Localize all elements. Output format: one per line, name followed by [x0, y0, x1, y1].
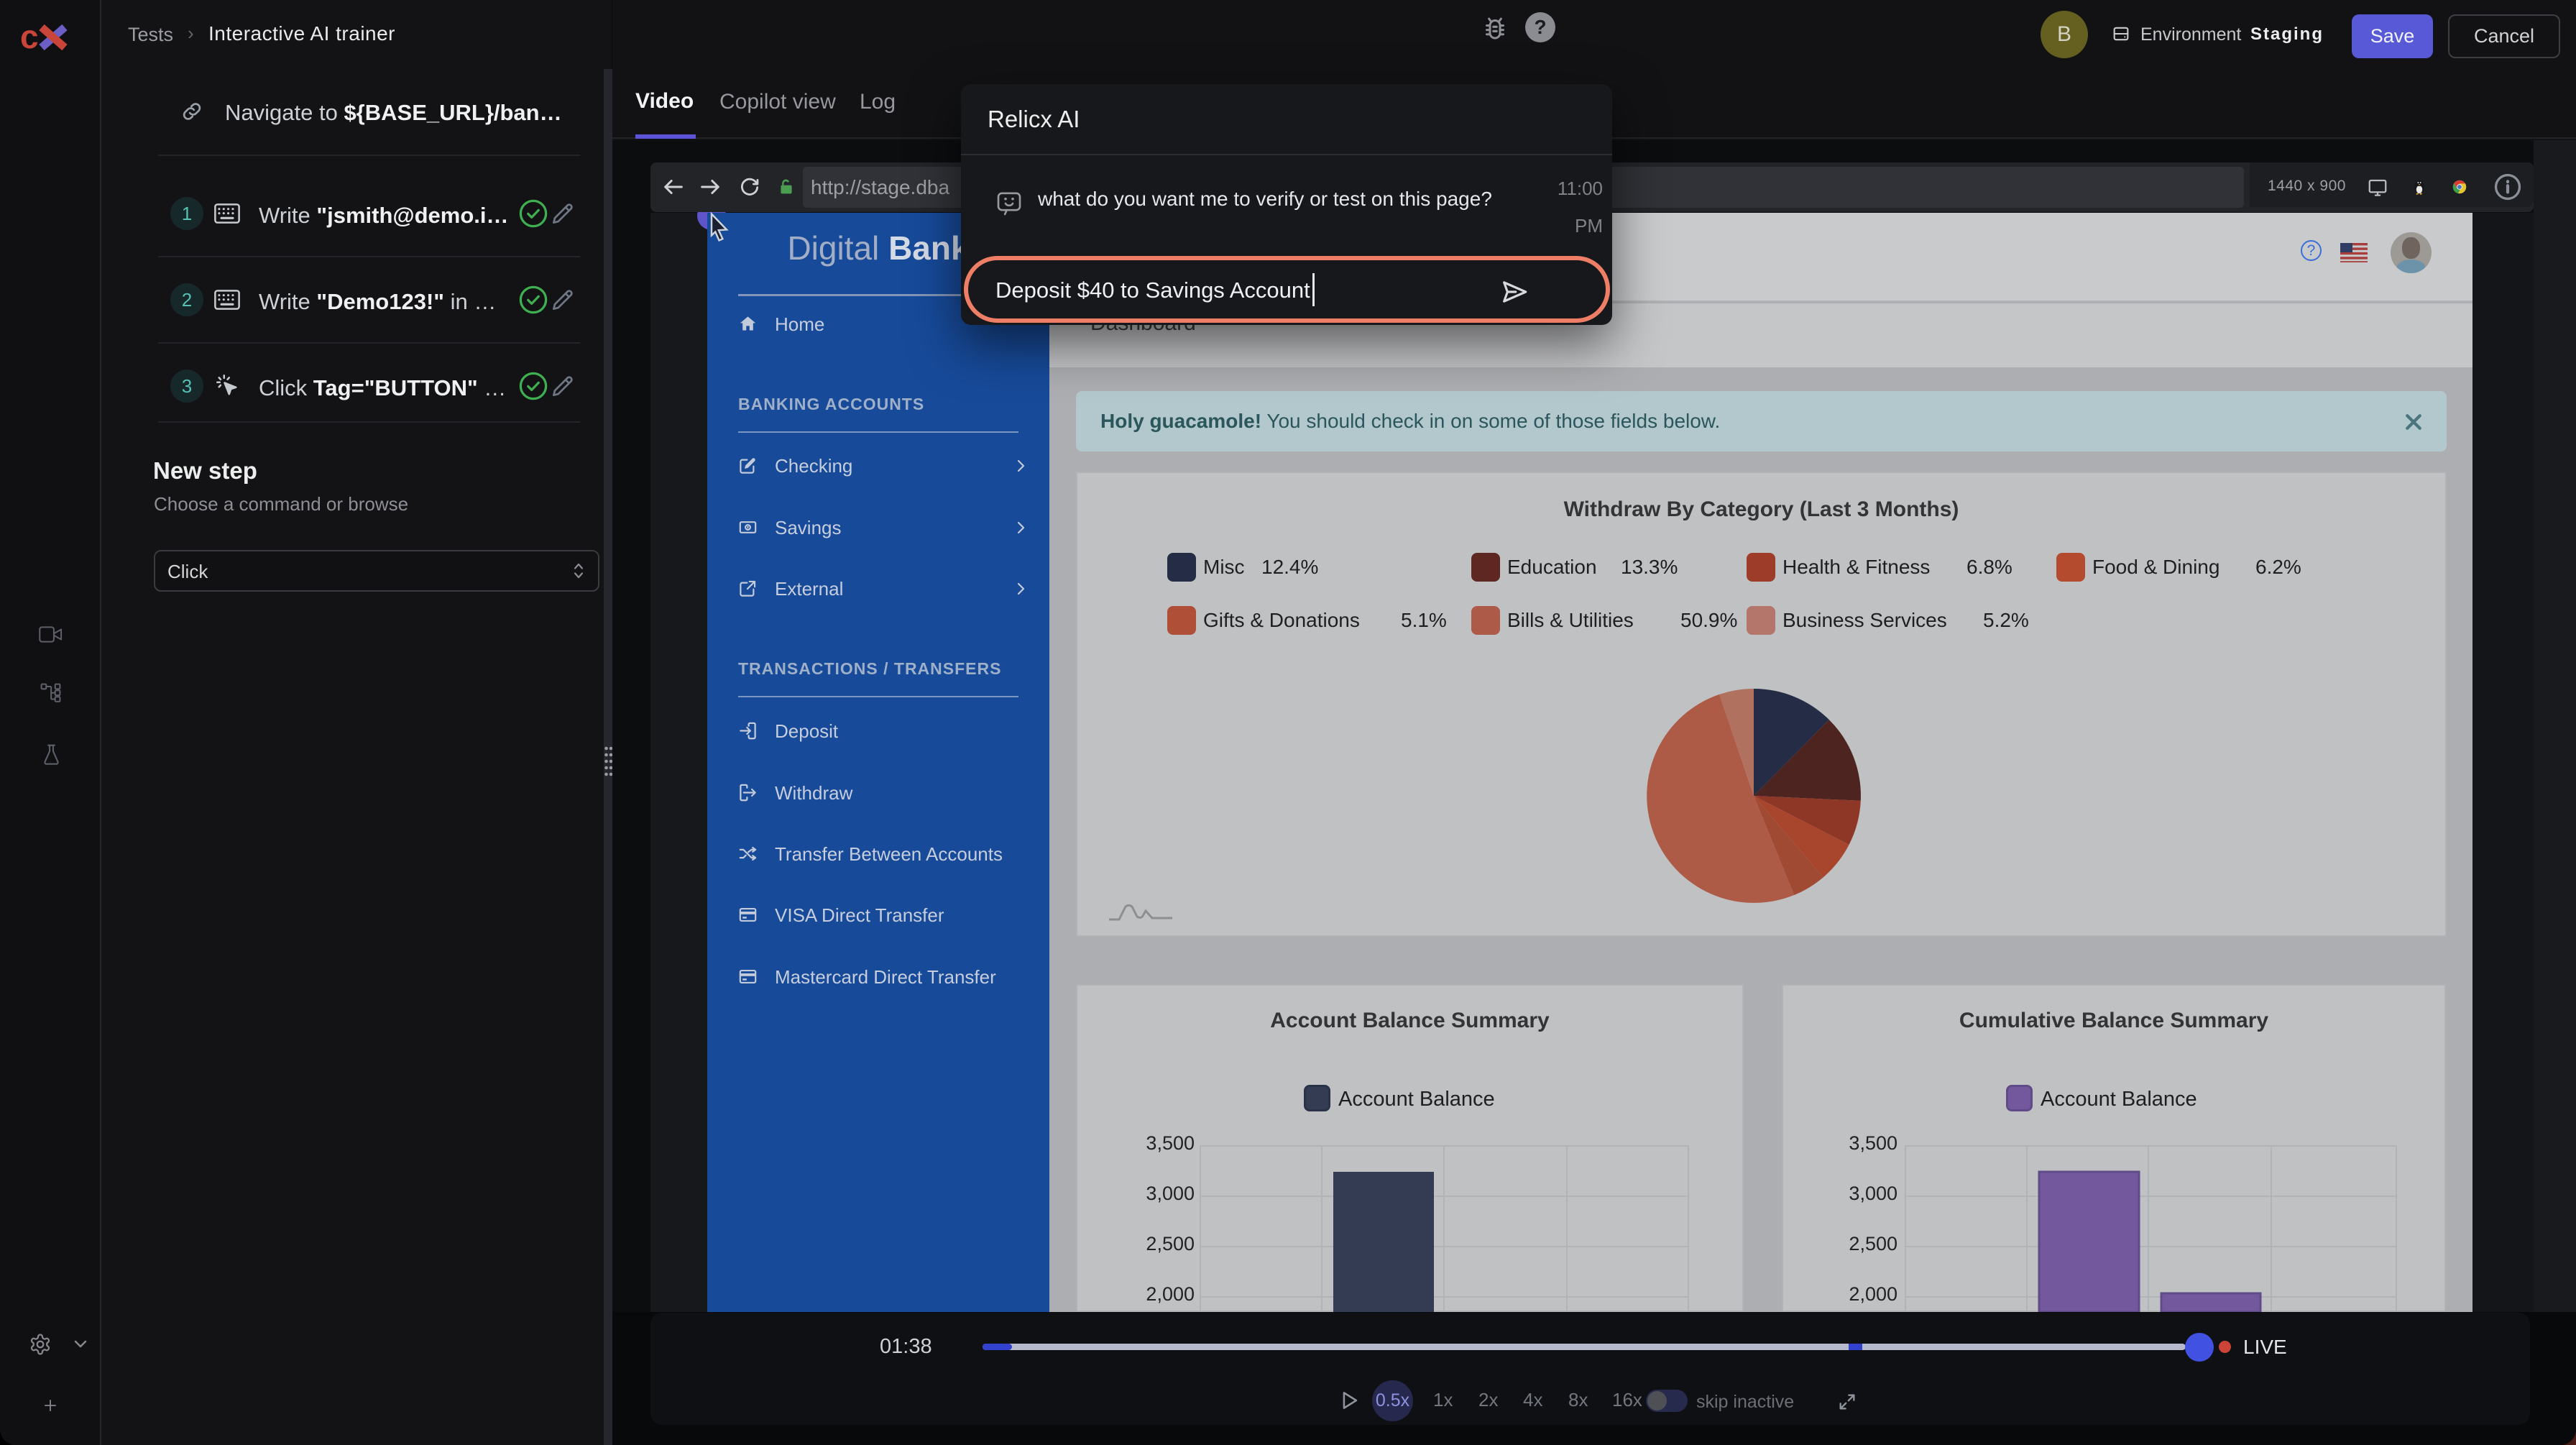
svg-text:c: c: [20, 19, 39, 52]
